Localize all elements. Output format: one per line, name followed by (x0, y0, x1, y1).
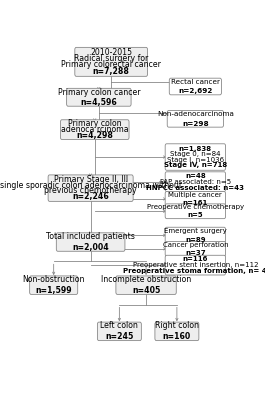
FancyBboxPatch shape (116, 276, 176, 294)
Text: Non-obstruction: Non-obstruction (23, 275, 85, 284)
FancyBboxPatch shape (155, 322, 199, 341)
Text: HNPCC associated: n=43: HNPCC associated: n=43 (146, 184, 244, 190)
Text: Primary colorectal cancer: Primary colorectal cancer (61, 60, 161, 70)
Text: single sporadic colon adenocarcinoma without: single sporadic colon adenocarcinoma wit… (0, 181, 182, 190)
FancyBboxPatch shape (165, 227, 226, 243)
FancyBboxPatch shape (75, 47, 148, 76)
Text: n=405: n=405 (132, 286, 160, 295)
FancyBboxPatch shape (165, 192, 226, 206)
Text: Stage IV, n=718: Stage IV, n=718 (164, 162, 227, 168)
Text: Left colon: Left colon (100, 322, 138, 330)
Text: FAP associated: n=5: FAP associated: n=5 (160, 179, 231, 185)
FancyBboxPatch shape (48, 175, 133, 201)
Text: n=298: n=298 (182, 120, 209, 126)
Text: n=2,246: n=2,246 (72, 192, 109, 201)
Text: Primary colon cancer: Primary colon cancer (58, 88, 140, 97)
Text: adenoca rcinoma: adenoca rcinoma (61, 125, 129, 134)
Text: previous chemotherapy: previous chemotherapy (44, 186, 137, 196)
Text: Right colon: Right colon (155, 322, 199, 330)
Text: n=116: n=116 (183, 256, 208, 262)
Text: n=1,838: n=1,838 (179, 146, 212, 152)
FancyBboxPatch shape (60, 120, 129, 140)
FancyBboxPatch shape (165, 255, 226, 275)
Text: n=7,288: n=7,288 (93, 67, 130, 76)
Text: n=89: n=89 (185, 237, 206, 243)
Text: n=4,596: n=4,596 (81, 98, 117, 107)
Text: n=4,298: n=4,298 (76, 131, 113, 140)
Text: Preoperative stent insertion, n=112: Preoperative stent insertion, n=112 (132, 262, 258, 268)
Text: Total included patients: Total included patients (46, 232, 135, 241)
Text: n=160: n=160 (163, 332, 191, 341)
Text: Non-adenocarcinoma: Non-adenocarcinoma (157, 111, 234, 117)
FancyBboxPatch shape (30, 276, 78, 294)
Text: Stage I, n=1036: Stage I, n=1036 (167, 157, 224, 163)
FancyBboxPatch shape (165, 172, 226, 192)
Text: n=2,004: n=2,004 (72, 243, 109, 252)
FancyBboxPatch shape (67, 88, 131, 106)
Text: n=245: n=245 (105, 332, 134, 341)
Text: Stage 0, n=84: Stage 0, n=84 (170, 151, 221, 157)
FancyBboxPatch shape (98, 322, 141, 341)
Text: Emergent surgery: Emergent surgery (164, 228, 227, 234)
Text: n=161: n=161 (183, 200, 208, 206)
FancyBboxPatch shape (56, 233, 125, 251)
FancyBboxPatch shape (169, 78, 222, 95)
FancyBboxPatch shape (167, 110, 223, 127)
Text: Radical surgery for: Radical surgery for (74, 54, 148, 63)
FancyBboxPatch shape (165, 242, 226, 256)
Text: Preoperative stoma formation, n= 4: Preoperative stoma formation, n= 4 (123, 268, 265, 274)
Text: n=37: n=37 (185, 250, 206, 256)
Text: Rectal cancer: Rectal cancer (171, 79, 220, 85)
FancyBboxPatch shape (165, 144, 226, 170)
Text: Cancer perforation: Cancer perforation (162, 242, 228, 248)
Text: n=2,692: n=2,692 (178, 88, 213, 94)
Text: Multiple cancer: Multiple cancer (169, 192, 222, 198)
FancyBboxPatch shape (165, 204, 226, 219)
Text: 2010-2015: 2010-2015 (90, 48, 132, 57)
Text: Preoperative chemotherapy: Preoperative chemotherapy (147, 204, 244, 210)
Text: Incomplete obstruction: Incomplete obstruction (101, 275, 191, 284)
Text: n=5: n=5 (188, 212, 203, 218)
Text: n=1,599: n=1,599 (35, 286, 72, 295)
Text: n=48: n=48 (185, 173, 206, 179)
Text: Primary Stage II, III: Primary Stage II, III (54, 175, 128, 184)
Text: Primary colon: Primary colon (68, 119, 122, 128)
